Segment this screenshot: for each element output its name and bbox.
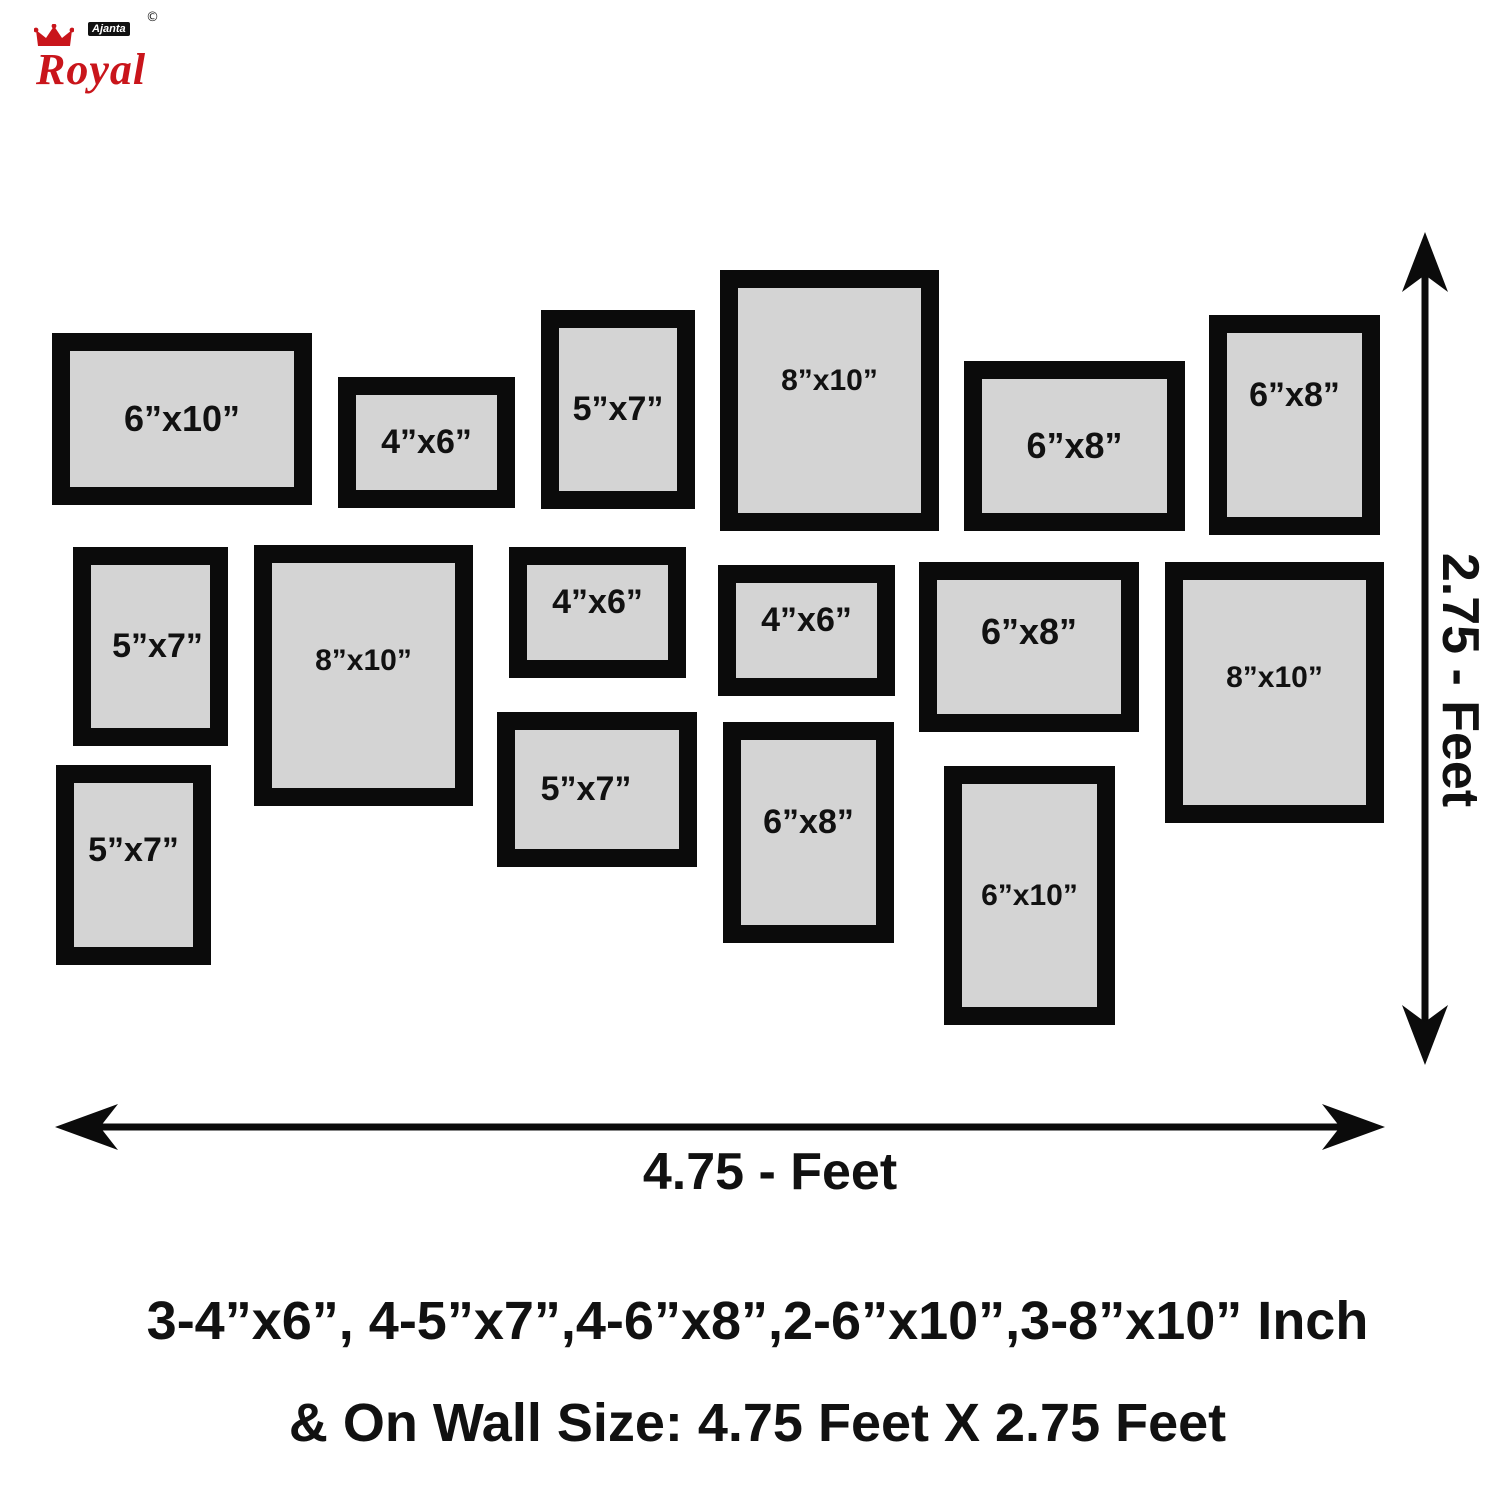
frame-size-label: 6”x8” — [763, 803, 854, 841]
photo-mat: 5”x7” — [515, 730, 679, 849]
logo-brand-name: Royal — [36, 45, 147, 94]
photo-frame: 8”x10” — [254, 545, 473, 806]
frame-size-label: 5”x7” — [112, 627, 203, 665]
frame-size-label: 8”x10” — [315, 643, 412, 677]
frame-size-label: 6”x10” — [123, 398, 241, 439]
photo-frame: 6”x10” — [944, 766, 1115, 1025]
frame-size-label: 6”x8” — [1249, 375, 1340, 414]
photo-mat: 6”x8” — [982, 379, 1167, 513]
photo-frame: 8”x10” — [720, 270, 939, 531]
photo-mat: 5”x7” — [74, 783, 193, 947]
photo-mat: 4”x6” — [527, 565, 668, 660]
photo-frame: 6”x8” — [919, 562, 1139, 732]
photo-mat: 6”x8” — [1227, 333, 1362, 517]
photo-frame: 4”x6” — [338, 377, 515, 508]
photo-frame: 6”x8” — [1209, 315, 1380, 535]
logo-sub-brand: Ajanta — [88, 22, 130, 36]
frame-size-label: 5”x7” — [88, 830, 179, 869]
crown-icon — [34, 24, 74, 46]
frame-size-label: 8”x10” — [1226, 660, 1323, 694]
photo-frame: 4”x6” — [509, 547, 686, 678]
frame-size-label: 5”x7” — [540, 770, 632, 808]
width-dimension-label: 4.75 - Feet — [642, 1143, 898, 1201]
photo-mat: 8”x10” — [738, 288, 921, 513]
copyright-mark: © — [146, 10, 159, 25]
frame-size-label: 8”x10” — [781, 363, 878, 397]
frame-count-summary: 3-4”x6”, 4-5”x7”,4-6”x8”,2-6”x10”,3-8”x1… — [146, 1291, 1369, 1351]
photo-frame: 5”x7” — [541, 310, 695, 509]
photo-frame: 5”x7” — [73, 547, 228, 746]
frame-size-label: 4”x6” — [381, 423, 472, 461]
frame-size-label: 6”x8” — [1026, 425, 1123, 466]
photo-frame: 8”x10” — [1165, 562, 1384, 823]
photo-frame: 4”x6” — [718, 565, 895, 696]
photo-frame: 6”x8” — [964, 361, 1185, 531]
photo-frame: 5”x7” — [56, 765, 211, 965]
frame-size-label: 5”x7” — [572, 390, 664, 428]
photo-mat: 6”x10” — [962, 784, 1097, 1007]
photo-frame: 6”x8” — [723, 722, 894, 943]
photo-mat: 4”x6” — [356, 395, 497, 490]
photo-mat: 8”x10” — [1183, 580, 1366, 805]
height-dimension-label: 2.75 - Feet — [1431, 552, 1489, 808]
photo-mat: 5”x7” — [559, 328, 677, 491]
photo-mat: 6”x10” — [70, 351, 294, 487]
frame-size-label: 4”x6” — [552, 583, 643, 621]
photo-frame: 6”x10” — [52, 333, 312, 505]
photo-mat: 4”x6” — [736, 583, 877, 678]
brand-logo: Ajanta Royal © — [30, 6, 170, 96]
photo-mat: 8”x10” — [272, 563, 455, 788]
frame-size-label: 6”x10” — [981, 878, 1078, 912]
photo-mat: 6”x8” — [741, 740, 876, 925]
photo-mat: 5”x7” — [91, 565, 210, 728]
wall-size-summary: & On Wall Size: 4.75 Feet X 2.75 Feet — [288, 1393, 1227, 1453]
photo-mat: 6”x8” — [937, 580, 1121, 714]
photo-frame: 5”x7” — [497, 712, 697, 867]
frame-size-label: 4”x6” — [761, 601, 852, 639]
frame-size-label: 6”x8” — [980, 611, 1078, 652]
